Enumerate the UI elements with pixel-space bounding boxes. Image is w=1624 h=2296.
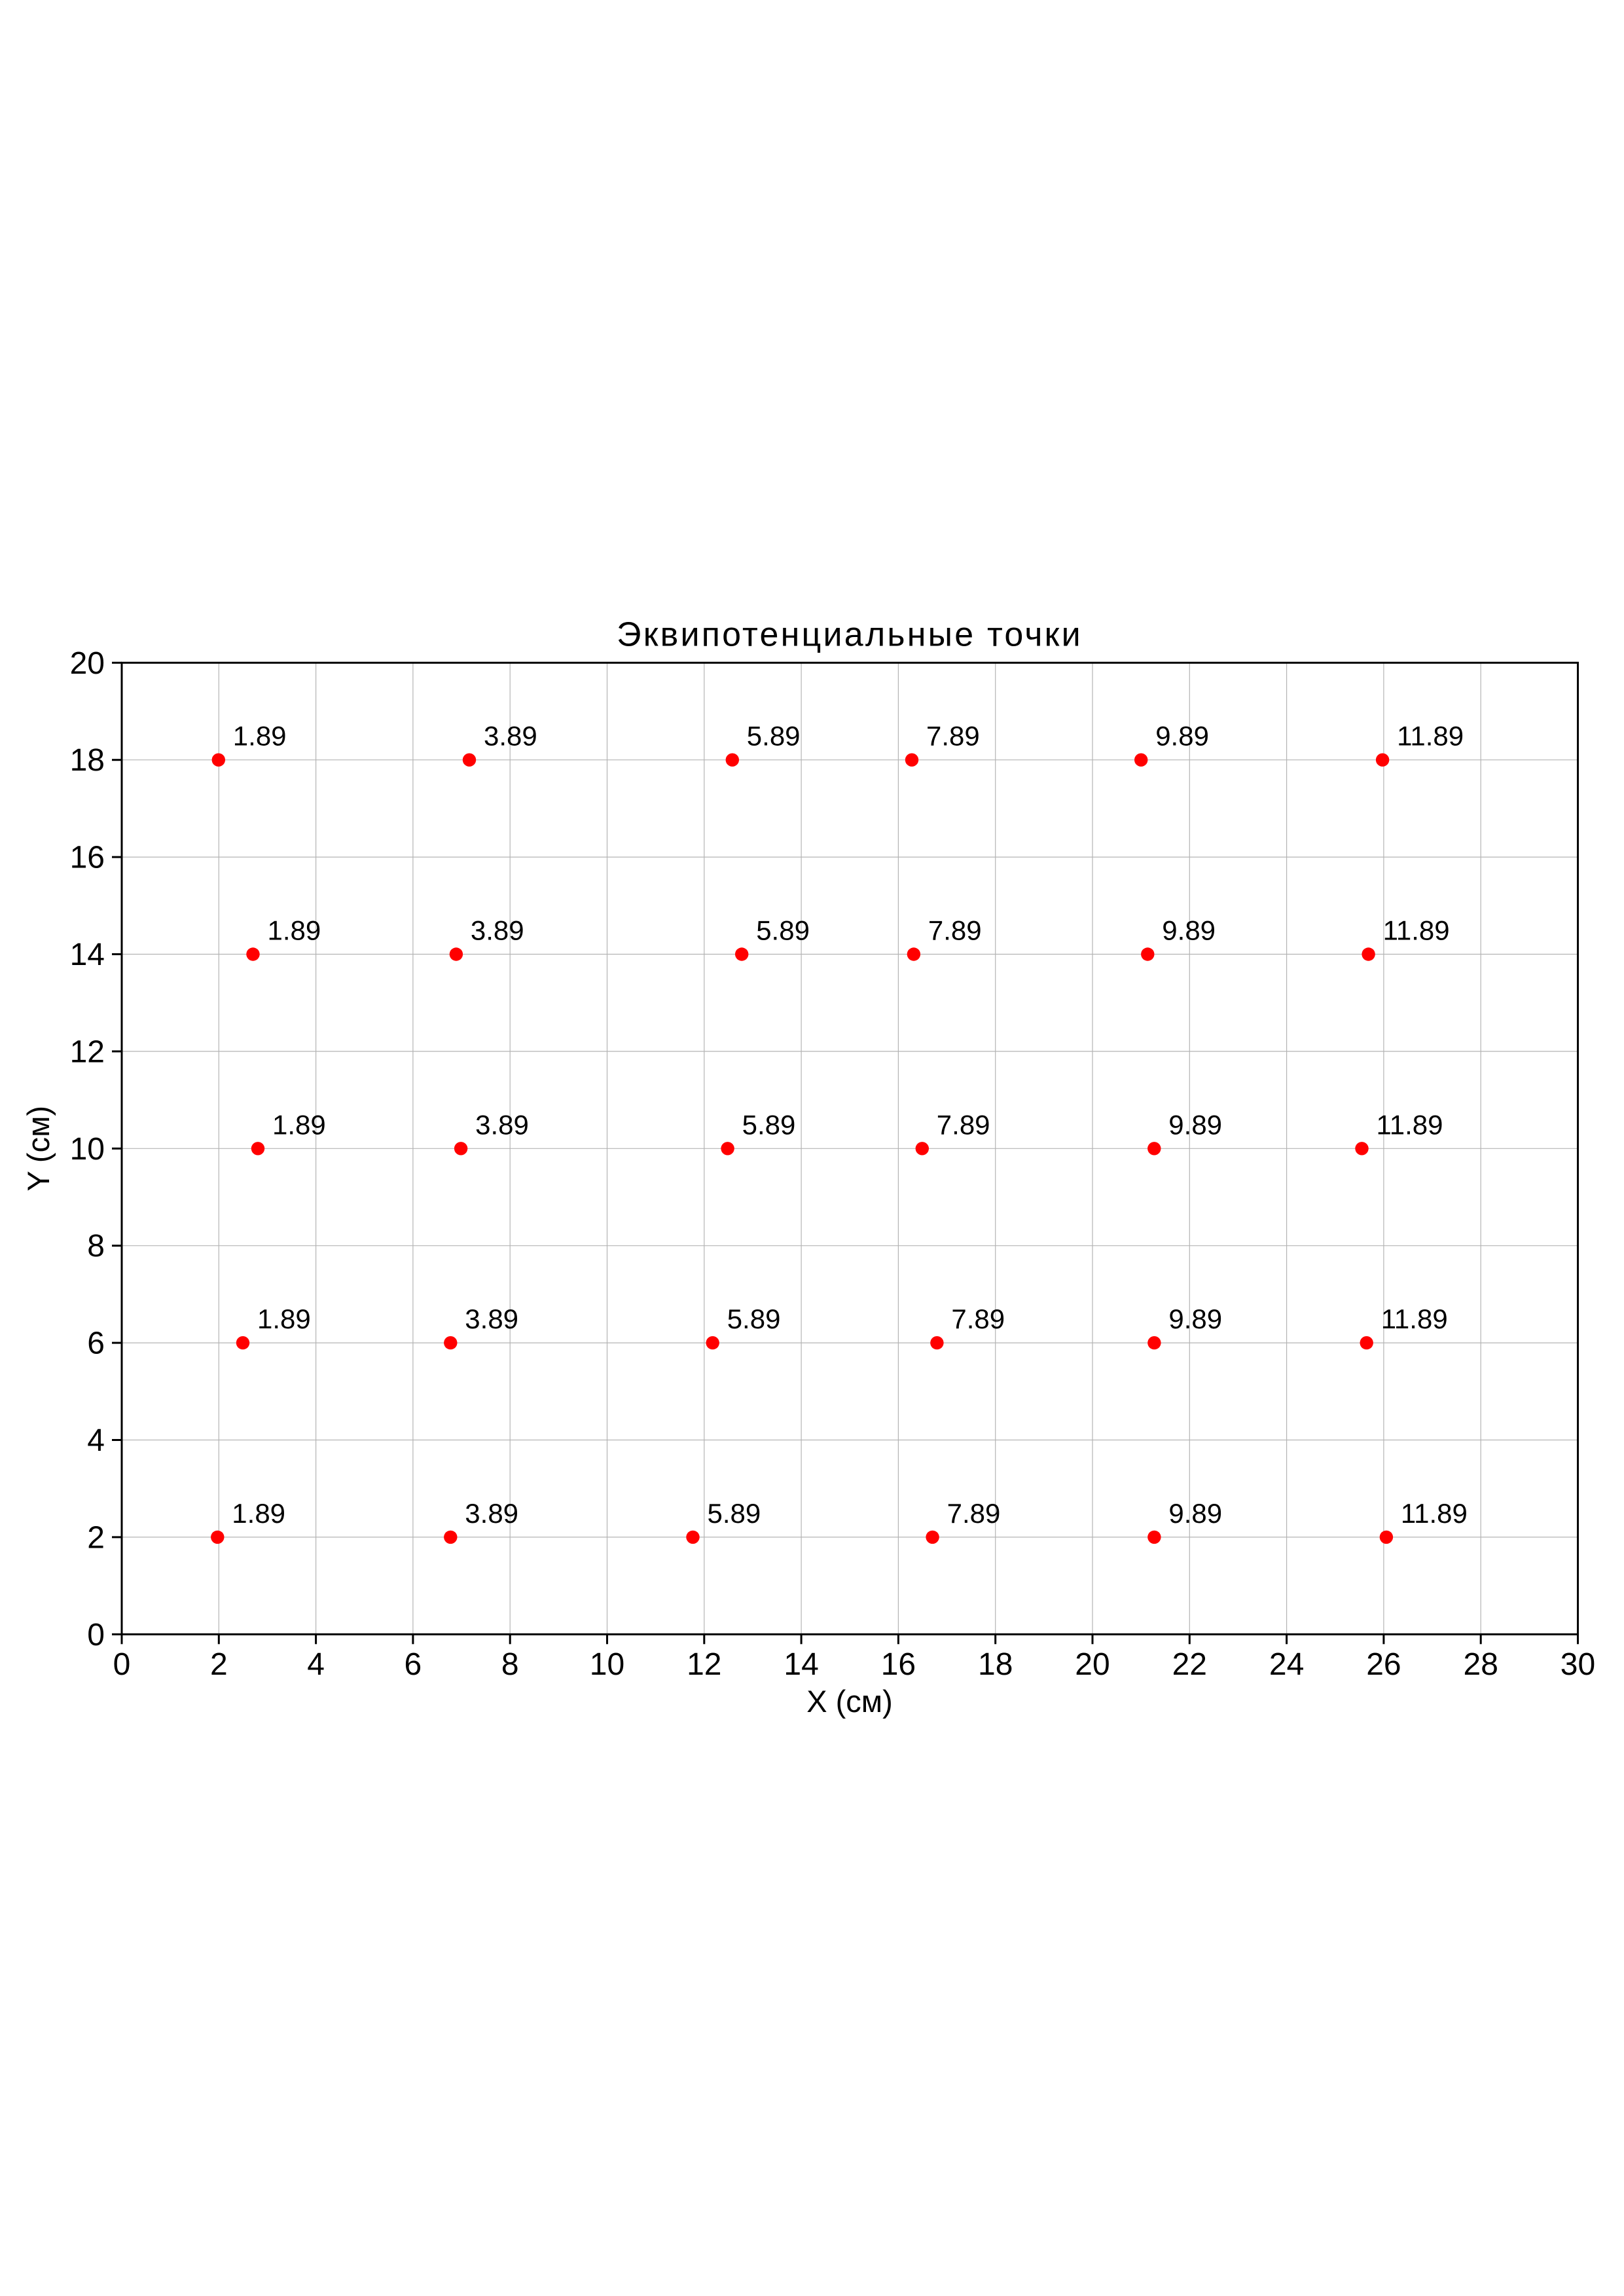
svg-text:7.89: 7.89 bbox=[928, 915, 982, 946]
svg-text:11.89: 11.89 bbox=[1397, 721, 1464, 752]
svg-text:10: 10 bbox=[590, 1647, 624, 1682]
svg-text:11.89: 11.89 bbox=[1377, 1109, 1443, 1140]
svg-text:20: 20 bbox=[70, 646, 105, 681]
svg-text:4: 4 bbox=[87, 1423, 105, 1458]
svg-text:6: 6 bbox=[87, 1326, 105, 1361]
svg-text:10: 10 bbox=[70, 1132, 105, 1167]
svg-text:3.89: 3.89 bbox=[475, 1109, 529, 1140]
svg-text:9.89: 9.89 bbox=[1168, 1498, 1222, 1529]
svg-text:9.89: 9.89 bbox=[1168, 1109, 1222, 1140]
svg-text:8: 8 bbox=[87, 1229, 105, 1264]
svg-text:24: 24 bbox=[1269, 1647, 1304, 1682]
svg-text:2: 2 bbox=[87, 1520, 105, 1555]
svg-text:5.89: 5.89 bbox=[727, 1303, 781, 1334]
svg-text:5.89: 5.89 bbox=[747, 721, 801, 752]
svg-text:16: 16 bbox=[70, 841, 105, 875]
svg-text:11.89: 11.89 bbox=[1383, 915, 1450, 946]
svg-text:1.89: 1.89 bbox=[272, 1109, 326, 1140]
svg-text:7.89: 7.89 bbox=[937, 1109, 990, 1140]
svg-text:30: 30 bbox=[1561, 1647, 1595, 1682]
svg-text:7.89: 7.89 bbox=[947, 1498, 1001, 1529]
svg-text:14: 14 bbox=[784, 1647, 818, 1682]
svg-text:5.89: 5.89 bbox=[742, 1109, 796, 1140]
svg-text:28: 28 bbox=[1464, 1647, 1498, 1682]
svg-text:12: 12 bbox=[70, 1034, 105, 1069]
svg-text:0: 0 bbox=[87, 1618, 105, 1652]
svg-text:14: 14 bbox=[70, 938, 105, 972]
svg-text:1.89: 1.89 bbox=[232, 1498, 285, 1529]
svg-text:1.89: 1.89 bbox=[233, 721, 287, 752]
svg-text:2: 2 bbox=[210, 1647, 228, 1682]
svg-text:1.89: 1.89 bbox=[268, 915, 321, 946]
svg-text:Эквипотенциальные точки: Эквипотенциальные точки bbox=[617, 616, 1083, 654]
svg-text:4: 4 bbox=[307, 1647, 325, 1682]
svg-text:20: 20 bbox=[1075, 1647, 1110, 1682]
svg-text:3.89: 3.89 bbox=[465, 1498, 518, 1529]
svg-text:5.89: 5.89 bbox=[756, 915, 810, 946]
svg-text:Y (см): Y (см) bbox=[21, 1106, 56, 1192]
svg-text:3.89: 3.89 bbox=[465, 1303, 518, 1334]
svg-text:16: 16 bbox=[881, 1647, 916, 1682]
svg-text:5.89: 5.89 bbox=[708, 1498, 761, 1529]
svg-text:7.89: 7.89 bbox=[951, 1303, 1005, 1334]
svg-text:6: 6 bbox=[405, 1647, 422, 1682]
svg-text:7.89: 7.89 bbox=[926, 721, 980, 752]
svg-text:11.89: 11.89 bbox=[1401, 1498, 1468, 1529]
svg-text:X (см): X (см) bbox=[806, 1684, 893, 1719]
svg-text:1.89: 1.89 bbox=[257, 1303, 311, 1334]
svg-text:11.89: 11.89 bbox=[1381, 1303, 1448, 1334]
svg-text:26: 26 bbox=[1366, 1647, 1401, 1682]
svg-text:8: 8 bbox=[501, 1647, 519, 1682]
svg-text:3.89: 3.89 bbox=[484, 721, 537, 752]
svg-text:12: 12 bbox=[687, 1647, 721, 1682]
svg-text:9.89: 9.89 bbox=[1168, 1303, 1222, 1334]
svg-text:3.89: 3.89 bbox=[471, 915, 524, 946]
svg-text:22: 22 bbox=[1172, 1647, 1207, 1682]
svg-text:9.89: 9.89 bbox=[1162, 915, 1216, 946]
svg-text:9.89: 9.89 bbox=[1155, 721, 1209, 752]
svg-text:0: 0 bbox=[113, 1647, 131, 1682]
svg-text:18: 18 bbox=[978, 1647, 1013, 1682]
svg-text:18: 18 bbox=[70, 743, 105, 778]
